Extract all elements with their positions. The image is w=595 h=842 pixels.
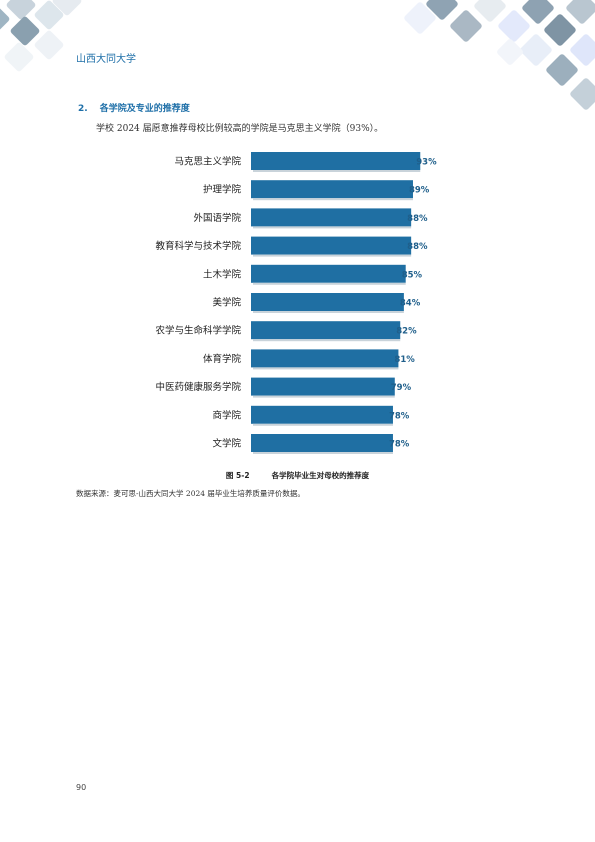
bar-shadow bbox=[253, 282, 406, 285]
bar bbox=[251, 152, 421, 170]
bar bbox=[251, 236, 412, 255]
category-label: 文学院 bbox=[212, 438, 241, 450]
value-label: 78% bbox=[389, 411, 410, 421]
page-number: 90 bbox=[76, 783, 87, 792]
bar-shadow bbox=[253, 198, 413, 201]
category-label: 农学与生命科学学院 bbox=[155, 325, 241, 337]
section-number: 2. bbox=[78, 104, 88, 114]
left-decoration bbox=[0, 0, 82, 72]
right-decoration bbox=[404, 0, 595, 110]
category-label: 体育学院 bbox=[203, 353, 242, 365]
section-title: 各学院及专业的推荐度 bbox=[99, 104, 190, 114]
section-heading: 2. 各学院及专业的推荐度 bbox=[78, 101, 190, 114]
value-label: 88% bbox=[407, 214, 428, 224]
category-label: 教育科学与技术学院 bbox=[155, 240, 241, 252]
recommendation-bar-chart: 马克思主义学院 93% 护理学院 89% 外国语学院 88% 教育科学与技术学院 88% 土木学… bbox=[155, 152, 437, 454]
bar-shadow bbox=[253, 311, 404, 313]
value-label: 79% bbox=[391, 383, 412, 393]
bar-shadow bbox=[253, 423, 393, 426]
value-label: 93% bbox=[416, 158, 437, 168]
value-label: 78% bbox=[389, 440, 410, 450]
bar bbox=[251, 434, 393, 452]
bar-shadow bbox=[253, 170, 421, 172]
bar bbox=[251, 293, 404, 311]
value-label: 81% bbox=[394, 355, 415, 365]
section-body-text: 学校 2024 届愿意推荐母校比例较高的学院是马克思主义学院（93%）。 bbox=[96, 124, 384, 134]
header-decoration bbox=[0, 0, 595, 110]
bar-shadow bbox=[253, 254, 412, 257]
value-label: 84% bbox=[400, 299, 421, 309]
data-source-note: 数据来源：麦可思-山西大同大学 2024 届毕业生培养质量评价数据。 bbox=[76, 489, 305, 498]
figure-caption: 图 5-2 各学院毕业生对母校的推荐度 bbox=[0, 470, 595, 481]
bar bbox=[251, 208, 412, 227]
category-label: 土木学院 bbox=[203, 268, 242, 280]
category-label: 护理学院 bbox=[203, 184, 242, 196]
figure-title: 各学院毕业生对母校的推荐度 bbox=[271, 471, 370, 480]
value-label: 88% bbox=[407, 242, 428, 252]
bar-shadow bbox=[253, 395, 395, 398]
category-label: 外国语学院 bbox=[193, 212, 241, 224]
figure-number: 图 5-2 bbox=[225, 471, 250, 480]
category-label: 美学院 bbox=[212, 297, 241, 309]
bar bbox=[251, 180, 413, 199]
category-label: 商学院 bbox=[212, 409, 241, 421]
bar bbox=[251, 321, 401, 340]
value-label: 85% bbox=[402, 270, 423, 280]
university-name: 山西大同大学 bbox=[76, 54, 136, 65]
category-label: 马克思主义学院 bbox=[174, 156, 241, 168]
bar bbox=[251, 405, 393, 424]
bar bbox=[251, 264, 406, 283]
value-label: 89% bbox=[409, 186, 430, 196]
bar bbox=[251, 349, 399, 368]
bar-shadow bbox=[253, 367, 399, 370]
bar-shadow bbox=[253, 339, 401, 342]
bar bbox=[251, 377, 395, 396]
bar-shadow bbox=[253, 226, 412, 229]
category-label: 中医药健康服务学院 bbox=[155, 381, 241, 393]
value-label: 82% bbox=[396, 327, 417, 337]
bar-shadow bbox=[253, 452, 393, 454]
